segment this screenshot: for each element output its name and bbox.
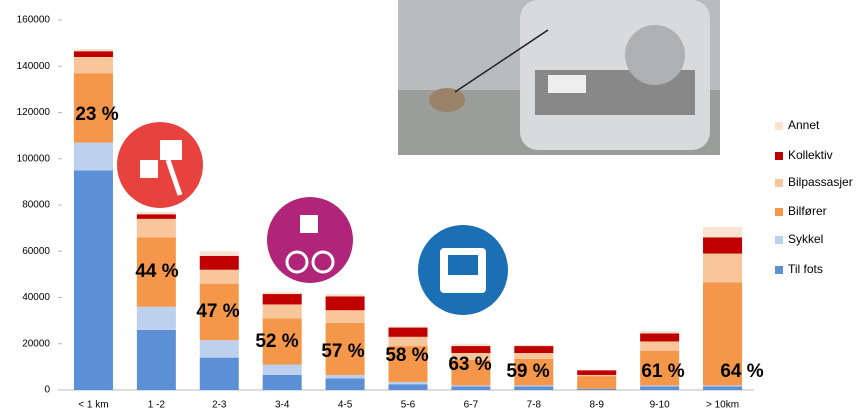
bar-segment [703,237,742,253]
x-tick-label: 3-4 [275,400,290,411]
percent-label: 23 % [75,104,118,125]
bar-segment [703,227,742,237]
percent-label: 58 % [385,345,428,366]
percent-label: 52 % [255,331,298,352]
legend-label: Kollektiv [788,148,833,162]
bar-segment [514,353,553,359]
x-tick-label: 6-7 [464,400,479,411]
bar-segment [137,214,176,219]
legend-swatch [775,122,783,130]
bar-segment [326,294,365,296]
bar-segment [451,344,490,346]
bar-segment [577,370,616,375]
legend-swatch [775,208,783,216]
bar-segment [137,219,176,238]
legend-label: Annet [788,118,820,132]
bar-segment [640,387,679,390]
bar-segment [263,294,302,304]
bar-segment [514,345,553,346]
bar-segment [640,331,679,333]
bar-segment [200,340,239,357]
bar-segment [451,385,490,386]
percent-label: 44 % [135,261,178,282]
bar-segment [514,346,553,353]
bar-segment [74,51,113,57]
bar-segment [137,307,176,330]
percent-label: 47 % [196,301,239,322]
bar-segment [514,385,553,386]
bar-segment [74,57,113,73]
legend-swatch [775,266,783,274]
bar-segment [263,365,302,375]
bar-segment [263,375,302,390]
legend-swatch [775,179,783,187]
bar-segment [703,387,742,390]
bar-segment [577,376,616,389]
bar-segment [200,270,239,284]
bar-segment [640,333,679,341]
bar-segment [388,382,427,384]
y-tick-label: 140000 [17,61,51,72]
legend-label: Til fots [788,262,823,276]
x-tick-label: 5-6 [401,400,416,411]
percent-label: 63 % [448,354,491,375]
legend-label: Bilfører [788,204,827,218]
legend-label: Bilpassasjer [788,175,853,189]
y-tick-label: 120000 [17,107,51,118]
bar-segment [137,212,176,214]
legend-swatch [775,236,783,244]
bar-segment [200,251,239,256]
bar-segment [326,296,365,310]
bar-segment [263,304,302,318]
bar-segment [388,328,427,337]
x-tick-label: 2-3 [212,400,227,411]
y-tick-label: 160000 [17,15,51,26]
bar-segment [388,384,427,390]
percent-label: 64 % [720,361,763,382]
bar-segment [74,143,113,171]
bar-segment [640,341,679,350]
icon-walk [117,122,203,208]
bar-segment [200,358,239,390]
x-tick-label: 1 -2 [148,400,166,411]
y-tick-label: 0 [44,385,50,396]
y-tick-label: 20000 [22,338,50,349]
bar-segment [326,375,365,378]
bar-segment [577,389,616,390]
y-tick-label: 80000 [22,200,50,211]
bar-segment [74,49,113,51]
bar-segment [263,292,302,294]
icon-bike [267,197,353,283]
x-tick-label: 9-10 [650,400,670,411]
legend-label: Sykkel [788,232,823,246]
bar-segment [137,330,176,390]
photo [398,0,720,155]
y-tick-label: 60000 [22,246,50,257]
bar-segment [703,254,742,283]
bar-segment [74,170,113,390]
x-tick-label: < 1 km [78,400,108,411]
bar-segment [388,326,427,327]
y-tick-label: 100000 [17,153,51,164]
chart: 0 20000 40000 60000 80000 100000 120000 140000 1… [0,0,865,412]
bar-segment [326,378,365,390]
bar-segment [577,375,616,376]
x-tick-label: > 10km [706,400,739,411]
x-tick-label: 8-9 [590,400,605,411]
bar-segment [451,387,490,390]
bar-segment [326,310,365,323]
x-tick-label: 7-8 [527,400,542,411]
y-tick-label: 40000 [22,292,50,303]
bar-segment [514,387,553,390]
icon-bus [418,225,508,315]
bar-segment [640,385,679,386]
percent-label: 59 % [506,361,549,382]
bar-segment [451,346,490,353]
legend-swatch [775,152,783,160]
bar-segment [200,256,239,270]
bar-segment [703,385,742,386]
x-tick-label: 4-5 [338,400,353,411]
percent-label: 61 % [641,361,684,382]
percent-label: 57 % [321,341,364,362]
